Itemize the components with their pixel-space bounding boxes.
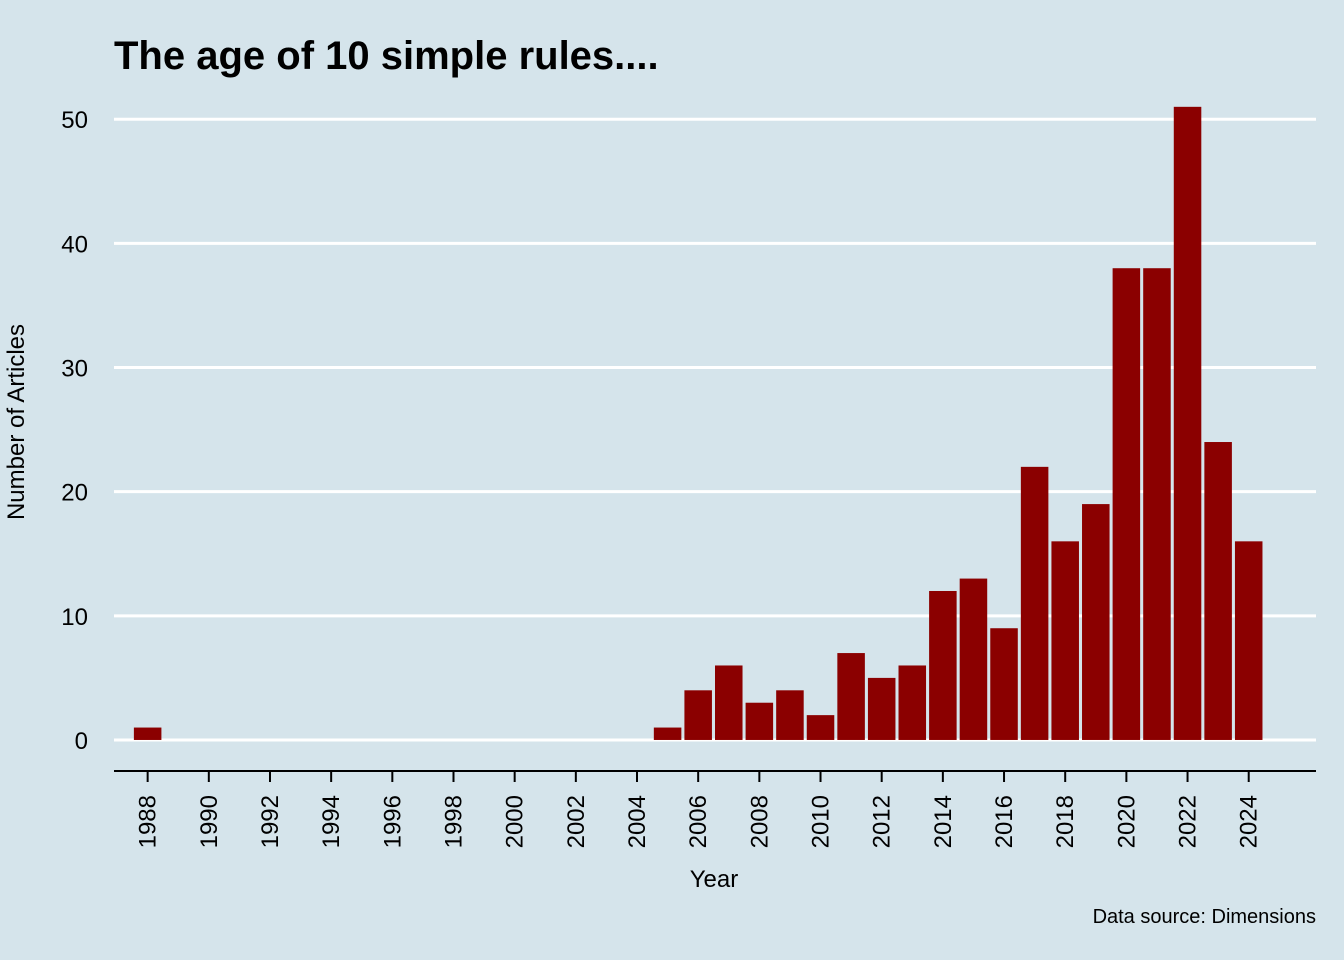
y-tick-label: 20: [61, 480, 88, 507]
bar-2011: [837, 653, 865, 740]
x-tick-label: 2010: [808, 795, 835, 848]
bar-2022: [1173, 106, 1202, 740]
bar-2023: [1204, 442, 1232, 740]
x-tick-label: 2014: [930, 795, 957, 848]
bar-2010: [806, 715, 835, 740]
bar-1988: [133, 727, 162, 740]
y-tick-label: 50: [61, 107, 88, 134]
x-tick-label: 2000: [502, 795, 529, 848]
bar-2020: [1112, 268, 1141, 740]
x-tick-label: 2018: [1052, 795, 1079, 848]
y-tick-label: 40: [61, 231, 88, 258]
x-tick-label: 1994: [318, 795, 345, 848]
x-tick-label: 2004: [624, 795, 651, 848]
bar-2012: [867, 677, 896, 740]
bar-2021: [1143, 268, 1171, 740]
x-tick-label: 1998: [440, 795, 467, 848]
x-tick-label: 2022: [1175, 795, 1202, 848]
x-tick-label: 2016: [991, 795, 1018, 848]
bar-2006: [684, 690, 712, 740]
bar-2005: [653, 727, 682, 740]
x-tick-label: 1990: [196, 795, 223, 848]
x-tick-label: 1988: [135, 795, 162, 848]
x-tick-label: 1996: [379, 795, 406, 848]
bars: [133, 106, 1263, 740]
y-tick-label: 30: [61, 356, 88, 383]
bar-2016: [990, 628, 1018, 740]
x-tick-label: 2002: [563, 795, 590, 848]
bar-2019: [1082, 504, 1110, 740]
y-tick-label: 0: [75, 728, 88, 755]
data-source-caption: Data source: Dimensions: [1093, 906, 1316, 928]
bar-2018: [1051, 541, 1079, 740]
y-tick-label: 10: [61, 604, 88, 631]
bar-2014: [929, 590, 957, 740]
x-tick-label: 2006: [685, 795, 712, 848]
bar-2008: [745, 702, 774, 740]
x-tick-label: 2024: [1236, 795, 1263, 848]
bar-2013: [898, 665, 927, 740]
bar-2015: [959, 578, 988, 740]
bar-2007: [715, 665, 743, 740]
chart-title: The age of 10 simple rules....: [114, 34, 659, 78]
x-tick-label: 1992: [257, 795, 284, 848]
bar-2017: [1020, 466, 1049, 740]
x-axis-label: Year: [690, 866, 739, 893]
x-tick-label: 2012: [869, 795, 896, 848]
y-axis-ticks: 0 10 20 30 40 50: [61, 107, 88, 755]
bar-2009: [776, 690, 804, 740]
y-axis-label: Number of Articles: [3, 324, 30, 520]
x-tick-label: 2020: [1113, 795, 1140, 848]
bar-2024: [1234, 541, 1263, 740]
x-tick-label: 2008: [746, 795, 773, 848]
x-axis-ticks: 1988 1990 1992 1994 1996 1998 2000 2002 2004 2006…: [135, 771, 1263, 848]
